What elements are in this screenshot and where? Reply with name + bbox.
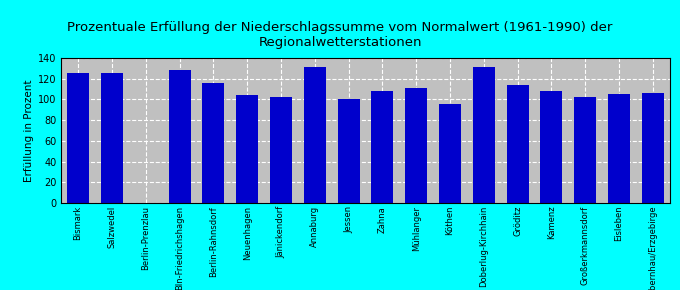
Bar [304,67,326,203]
Bar [541,91,562,203]
Bar [642,93,664,203]
Bar [270,97,292,203]
Bar [203,83,224,203]
Bar [169,70,190,203]
Bar [608,94,630,203]
Bar [67,72,89,203]
Bar [473,67,495,203]
Bar [236,95,258,203]
Bar [439,104,461,203]
Bar [405,88,427,203]
Bar [337,99,360,203]
Bar [101,72,123,203]
Y-axis label: Erfüllung in Prozent: Erfüllung in Prozent [24,79,34,182]
Bar [507,85,528,203]
Bar [575,97,596,203]
Bar [371,91,394,203]
Text: Prozentuale Erfüllung der Niederschlagssumme vom Normalwert (1961-1990) der
Regi: Prozentuale Erfüllung der Niederschlagss… [67,21,613,49]
